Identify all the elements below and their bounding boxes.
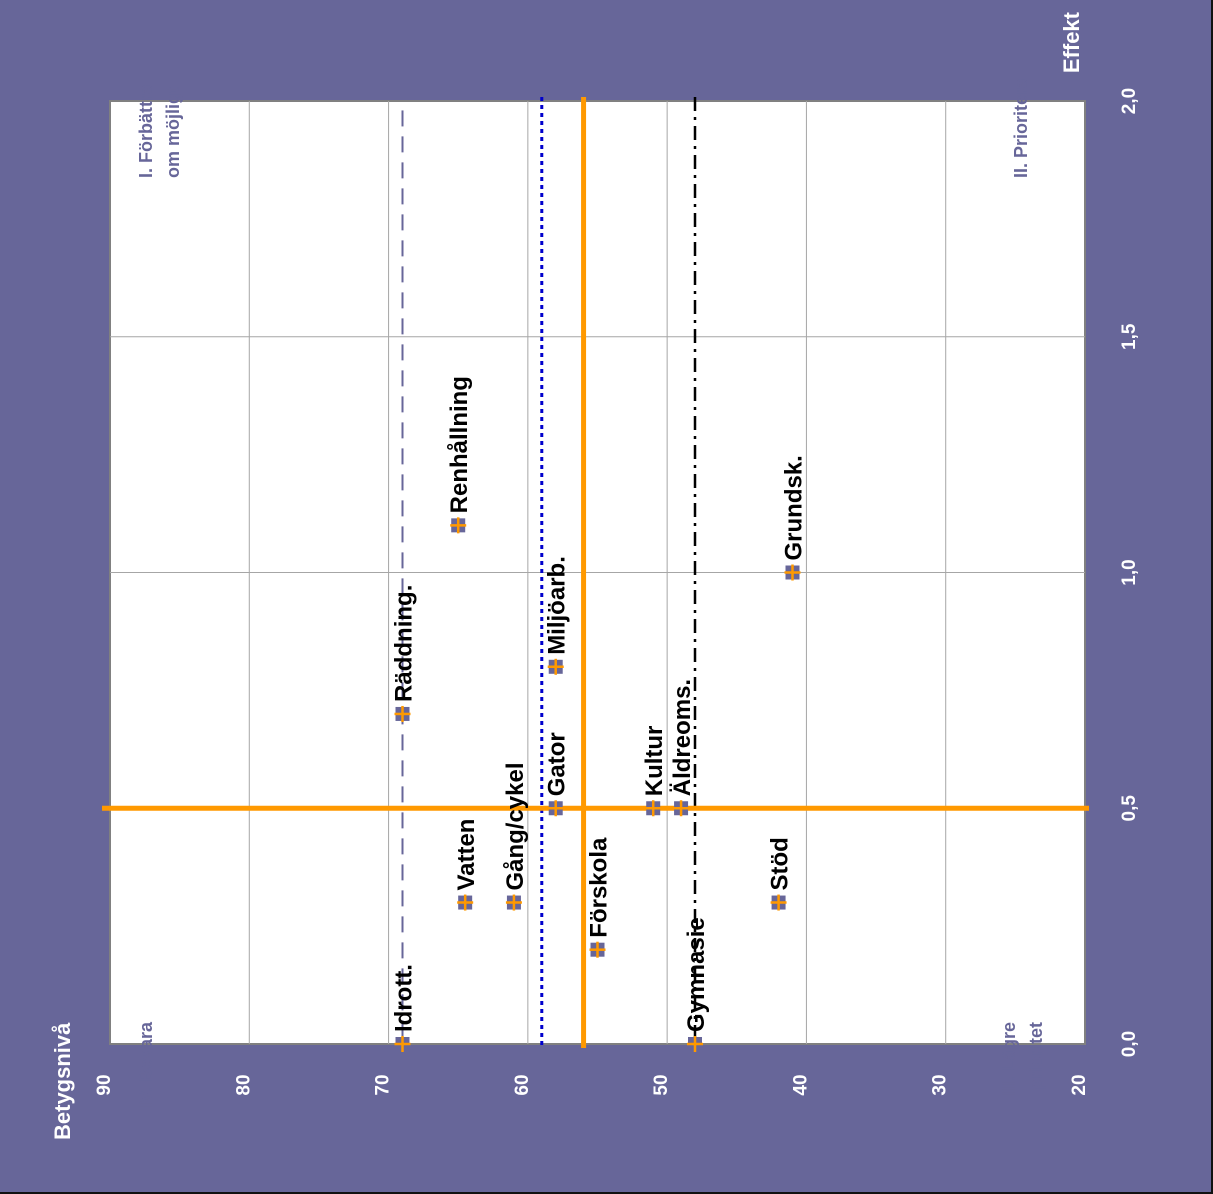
data-points [394, 517, 801, 1052]
data-point-label: Idrott. [391, 964, 418, 1032]
data-point [547, 658, 564, 675]
data-point-label: Stöd [767, 837, 794, 890]
quadrant-label-q2: II. Prioritera [1011, 77, 1031, 178]
x-tick-label: 1,5 [1119, 323, 1140, 350]
y-tick-label: 30 [930, 1074, 951, 1095]
quadrant-label-q1: I. Förbättra [136, 83, 156, 178]
x-tick-label: 1,0 [1119, 559, 1140, 585]
quadrant-label-q3: prioritet [1026, 1022, 1046, 1090]
x-axis-title: Effekt [1059, 11, 1084, 73]
data-point [687, 1036, 703, 1052]
data-point [770, 894, 787, 911]
x-tick-label: 0,0 [1119, 1031, 1140, 1057]
reference-lines [102, 97, 1089, 1048]
y-tick-label: 40 [790, 1074, 811, 1095]
y-axis-title: Betygsnivå [50, 1022, 75, 1140]
data-point-label: Förskola [586, 837, 613, 938]
data-point-label: Räddning. [391, 585, 418, 702]
data-point-label: Miljöarb. [544, 556, 571, 655]
data-point [505, 894, 522, 911]
y-tick-label: 20 [1069, 1074, 1090, 1095]
data-point [589, 941, 606, 958]
quadrant-label-q3: III. Lägre [999, 1022, 1019, 1096]
data-point-label: Gång/cykel [502, 762, 529, 890]
data-point [784, 564, 801, 581]
data-point [450, 517, 467, 534]
data-point-label: Vatten [453, 819, 480, 891]
data-point-label: Äldreoms. [669, 679, 696, 796]
y-tick-label: 80 [233, 1074, 254, 1095]
y-tick-label: 60 [512, 1074, 533, 1095]
data-point [547, 800, 564, 817]
y-tick-label: 50 [651, 1074, 672, 1095]
data-point-label: Gator [544, 732, 571, 796]
data-point-labels: Idrott. Gymnasie Förskola Vatten Gång/cykel S… [391, 376, 808, 1032]
data-point [457, 894, 474, 911]
x-tick-label: 2,0 [1119, 88, 1140, 114]
data-point-label: Grundsk. [781, 455, 808, 560]
data-point-label: Renhållning [446, 376, 473, 513]
data-point-label: Gymnasie [683, 917, 710, 1032]
quadrant-labels: I. Förbättra om möjligt II. Prioritera III.… [136, 77, 1046, 1107]
tick-labels: 20 30 40 50 60 70 80 90 0,0 0,5 1,0 1,5 2,0 [94, 88, 1140, 1096]
data-point-label: Kultur [641, 726, 668, 797]
data-point [673, 800, 690, 817]
quadrant-label-q4: IV. Bevara [136, 1021, 156, 1107]
x-tick-label: 0,5 [1119, 795, 1140, 822]
data-point [394, 705, 411, 722]
y-tick-label: 70 [373, 1074, 394, 1095]
data-point [394, 1036, 411, 1052]
y-tick-label: 90 [94, 1074, 115, 1095]
quadrant-label-q1: om möjligt [163, 87, 183, 178]
data-point [645, 800, 662, 817]
